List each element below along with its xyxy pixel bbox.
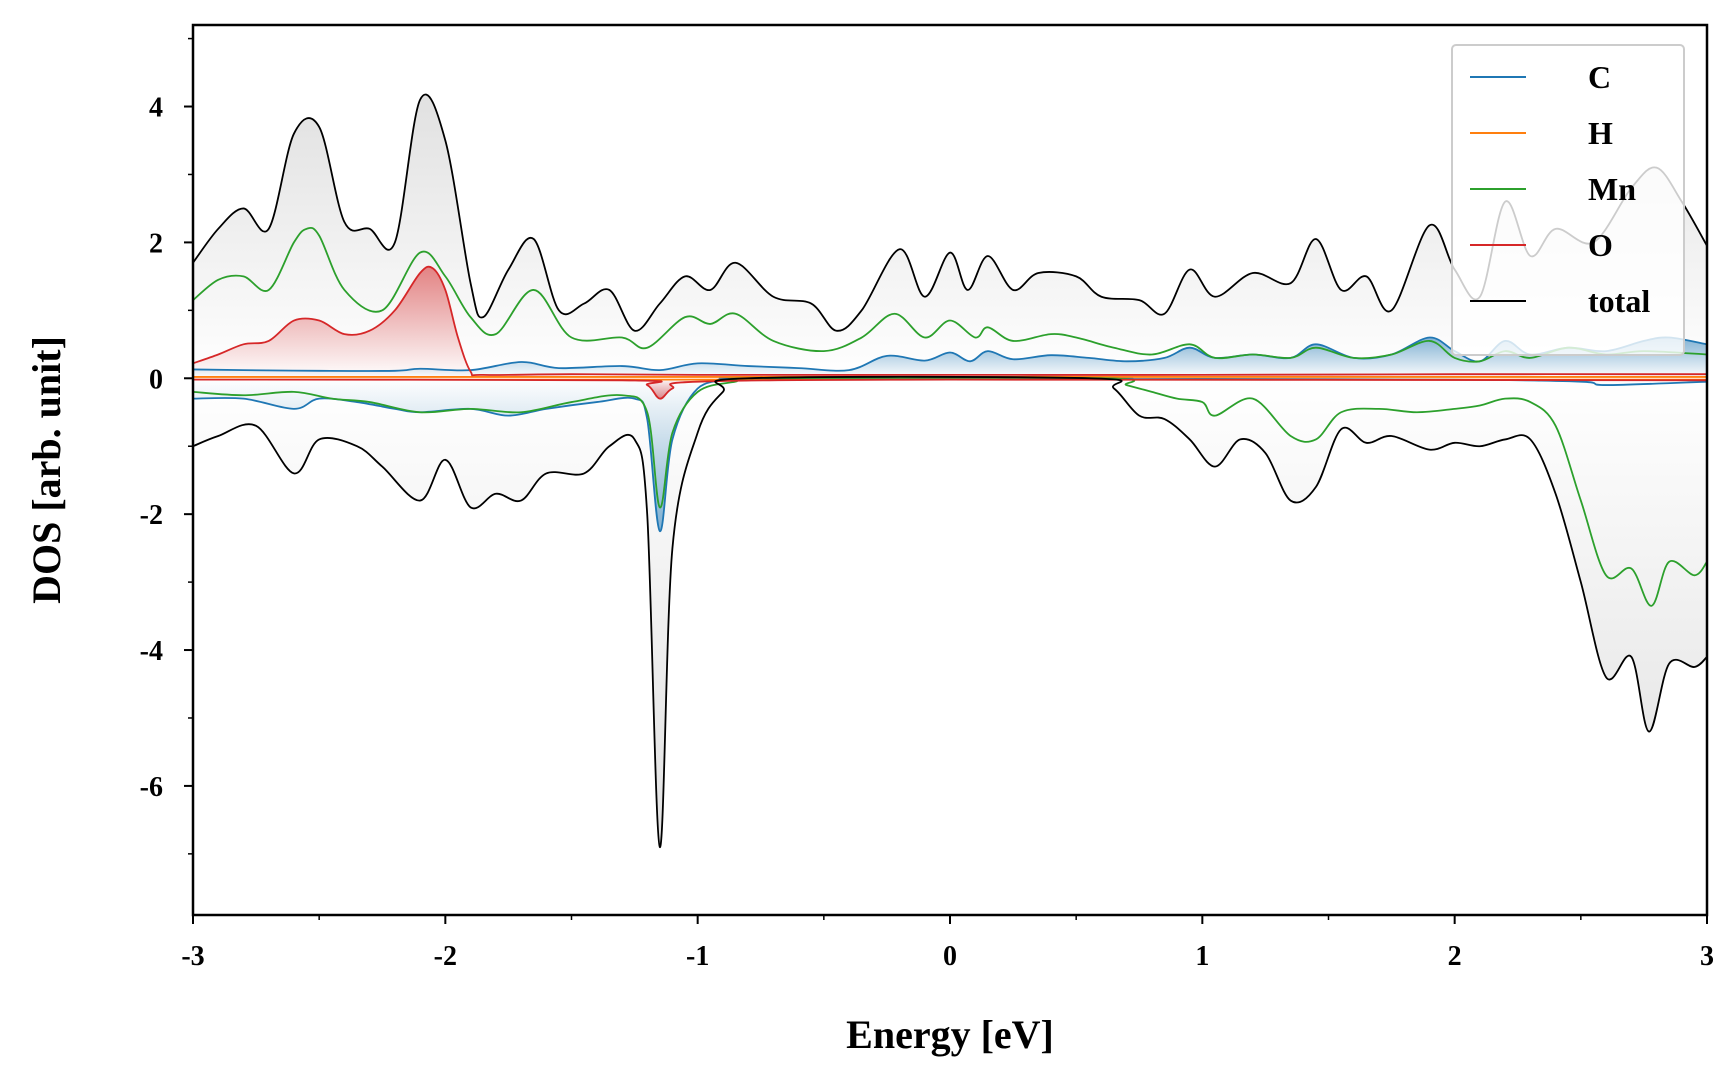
x-tick-label: 3 <box>1700 941 1714 972</box>
series-line-up-mn <box>192 226 1708 363</box>
series-line-up-c <box>192 336 1708 372</box>
series-line-down-total <box>192 375 1708 848</box>
legend-label-c: C <box>1588 59 1611 95</box>
x-axis-label: Energy [eV] <box>846 1012 1054 1057</box>
x-tick-label: -2 <box>434 941 457 972</box>
fill-down-c <box>193 378 1707 532</box>
series-line-down-mn <box>192 376 1708 607</box>
legend-label-o: O <box>1588 227 1613 263</box>
y-tick-label: 4 <box>149 93 163 124</box>
fill-up-total <box>193 94 1707 379</box>
y-tick-label: 2 <box>149 228 163 259</box>
y-axis-label: DOS [arb. unit] <box>24 336 69 604</box>
y-tick-label: 0 <box>149 364 163 395</box>
x-axis-ticks: -3 -2 -1 0 1 2 3 <box>181 915 1714 972</box>
x-tick-label: 1 <box>1195 941 1209 972</box>
legend-box <box>1451 44 1685 356</box>
legend-label-mn: Mn <box>1588 171 1636 207</box>
legend-label-total: total <box>1588 283 1650 319</box>
fill-down-total <box>193 376 1707 848</box>
series-lines <box>192 93 1708 848</box>
y-axis-ticks: -6 -4 -2 0 2 4 <box>140 37 193 855</box>
y-tick-label: -6 <box>140 772 163 803</box>
series-fills <box>193 94 1707 848</box>
series-line-up-total <box>192 93 1708 332</box>
fill-up-o <box>193 266 1707 379</box>
fill-up-c <box>193 337 1707 379</box>
x-tick-label: -3 <box>181 941 204 972</box>
x-tick-label: 0 <box>943 941 957 972</box>
x-tick-label: -1 <box>686 941 709 972</box>
legend-label-h: H <box>1588 115 1613 151</box>
x-tick-label: 2 <box>1448 941 1462 972</box>
series-line-down-o <box>192 378 1708 400</box>
series-line-up-o <box>192 265 1708 377</box>
y-tick-label: -2 <box>140 500 163 531</box>
y-tick-label: -4 <box>140 636 163 667</box>
